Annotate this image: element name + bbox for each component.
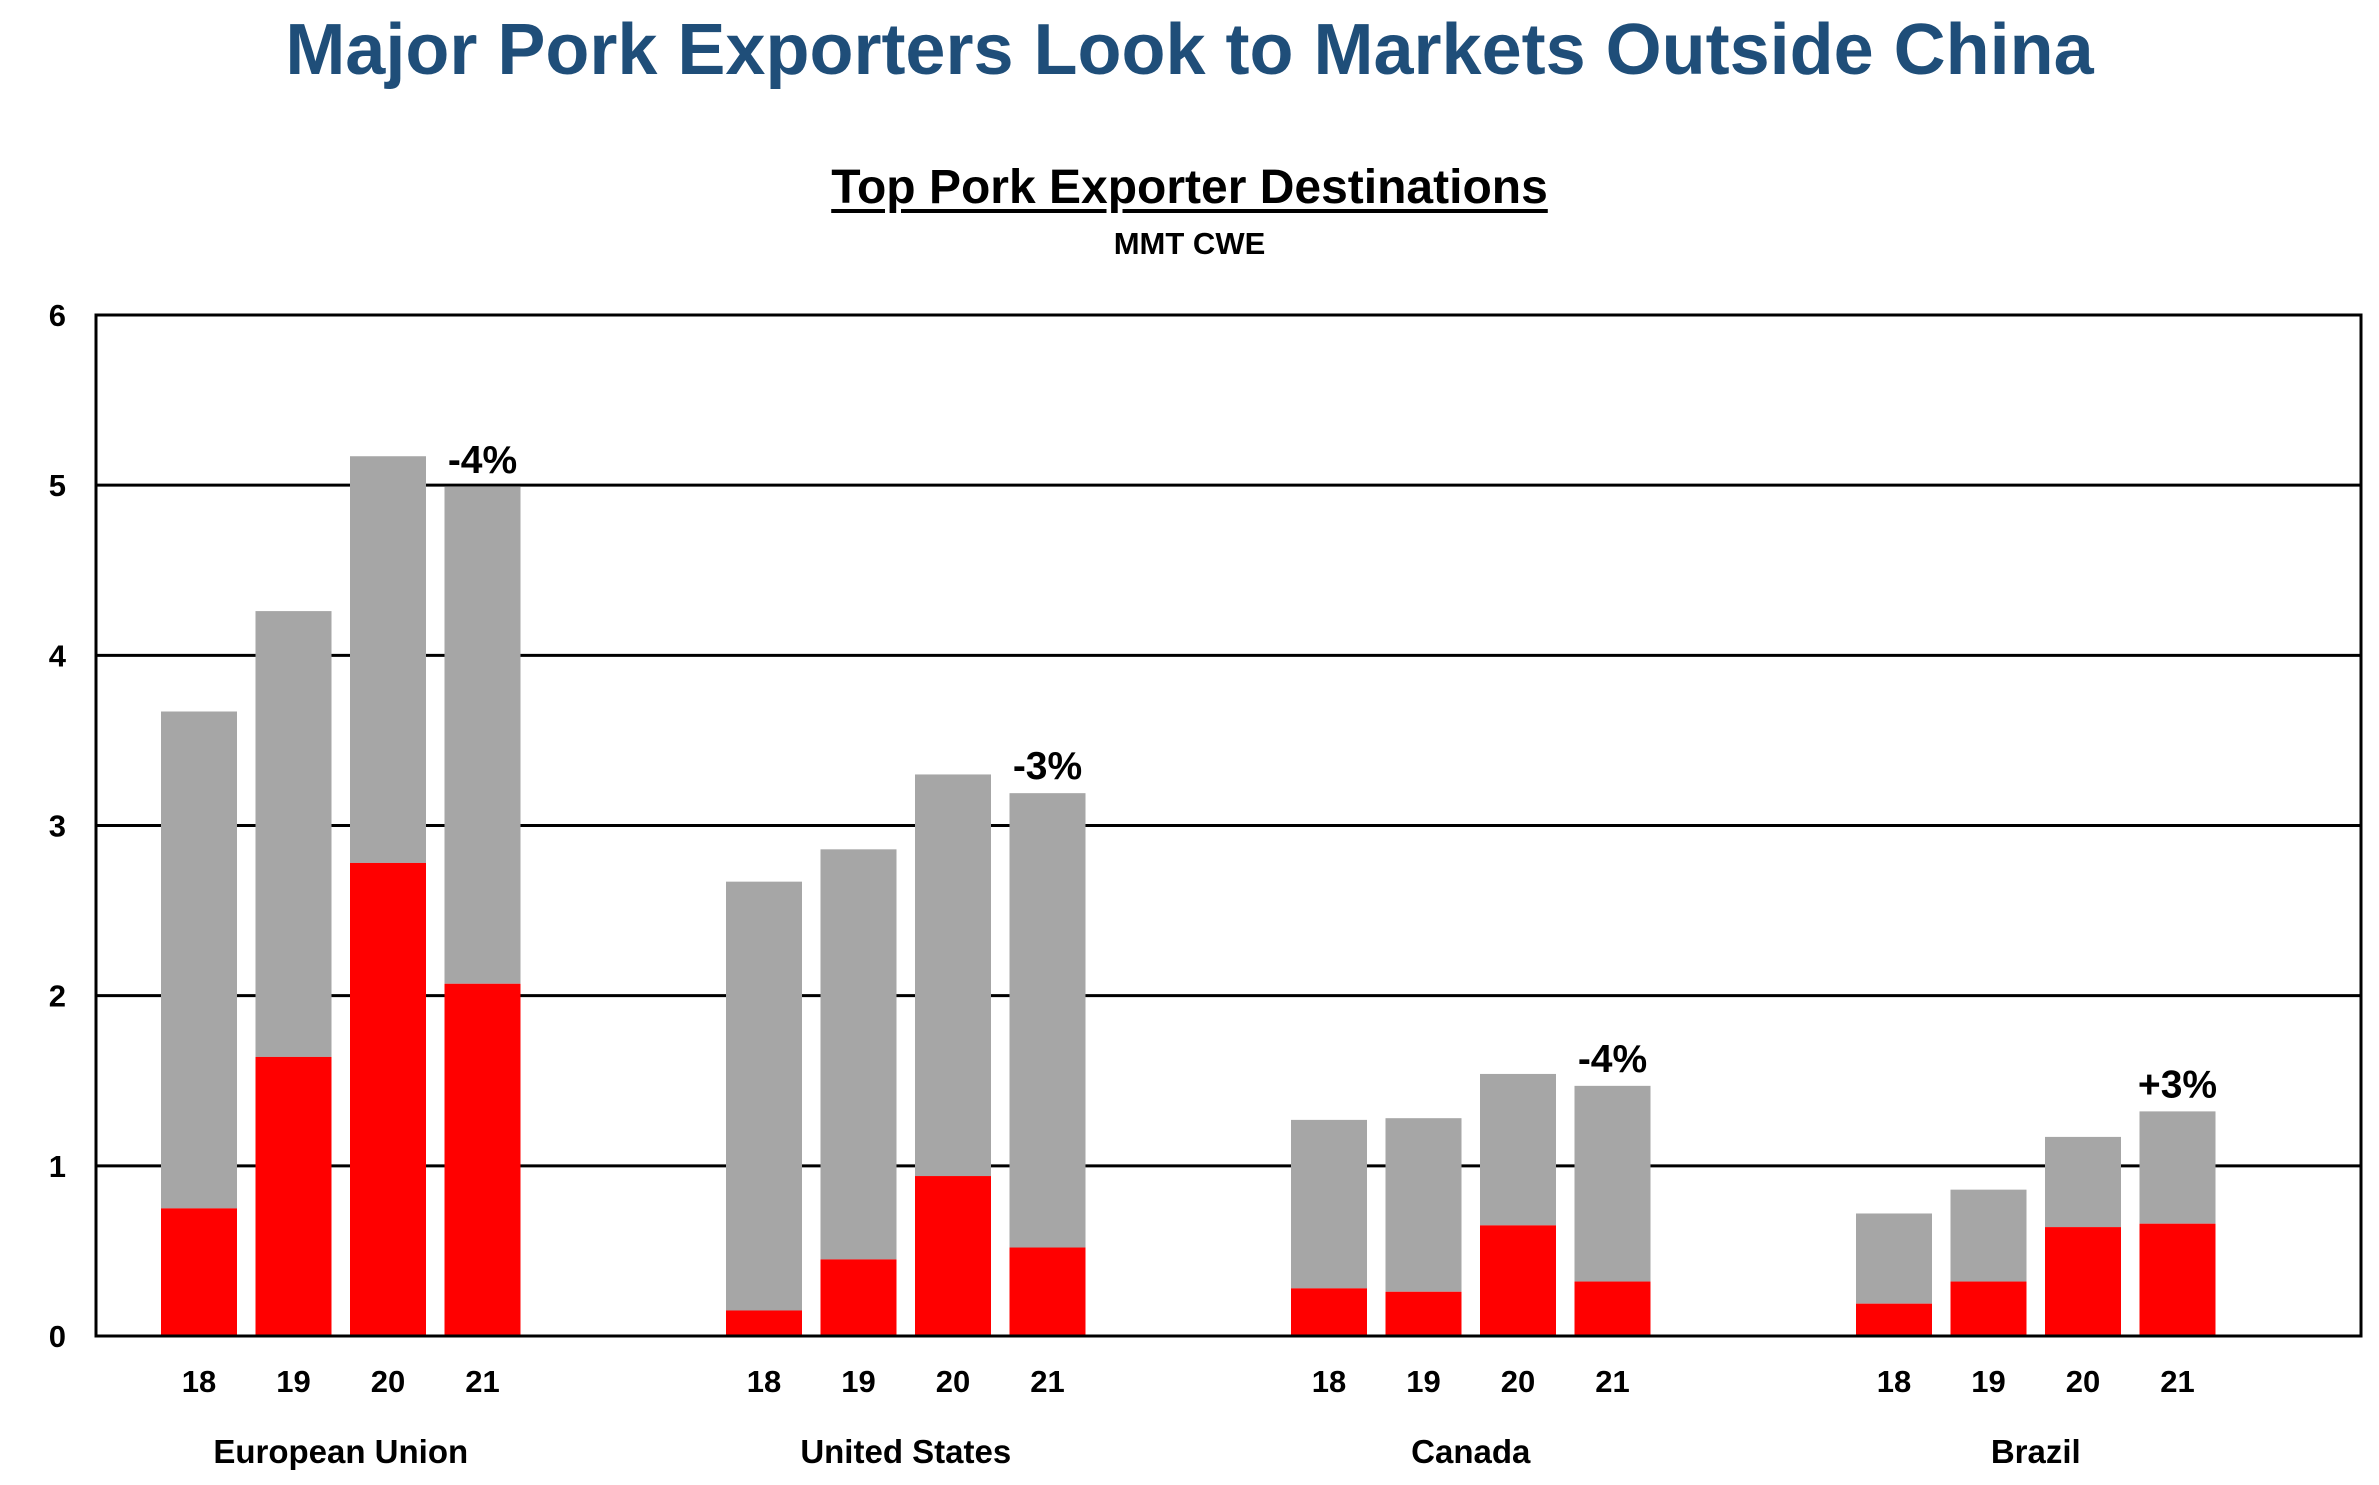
y-tick-label: 2 bbox=[49, 979, 66, 1014]
x-tick-label: 21 bbox=[465, 1364, 499, 1399]
change-annotation: +3% bbox=[2138, 1063, 2217, 1106]
bar-lower bbox=[444, 983, 521, 1336]
x-tick-label: 18 bbox=[747, 1364, 781, 1399]
bar-lower bbox=[2045, 1227, 2121, 1336]
bars bbox=[161, 456, 2216, 1336]
y-tick-label: 3 bbox=[49, 809, 66, 844]
bar-upper bbox=[1856, 1213, 1932, 1304]
change-annotation: -3% bbox=[1013, 745, 1082, 788]
bar-upper bbox=[820, 849, 897, 1260]
x-tick-label: 18 bbox=[1877, 1364, 1911, 1399]
bar-lower bbox=[2139, 1223, 2216, 1336]
y-tick-label: 5 bbox=[49, 468, 66, 503]
bar-lower bbox=[915, 1176, 991, 1336]
x-tick-label: 19 bbox=[1971, 1364, 2005, 1399]
x-tick-label: 21 bbox=[1595, 1364, 1629, 1399]
x-tick-label: 19 bbox=[1406, 1364, 1440, 1399]
bar-lower bbox=[1480, 1225, 1556, 1336]
bar-upper bbox=[2139, 1111, 2216, 1224]
bar-upper bbox=[1480, 1073, 1556, 1226]
change-annotation: -4% bbox=[1578, 1038, 1647, 1081]
bar-lower bbox=[350, 862, 426, 1336]
chart-title: Top Pork Exporter Destinations bbox=[831, 161, 1548, 214]
bar-upper bbox=[350, 456, 426, 863]
bar-lower bbox=[255, 1056, 332, 1336]
y-tick-label: 1 bbox=[49, 1149, 66, 1184]
y-tick-label: 6 bbox=[49, 298, 66, 333]
x-tick-label: 18 bbox=[182, 1364, 216, 1399]
x-tick-label: 21 bbox=[1030, 1364, 1064, 1399]
change-annotation: -4% bbox=[448, 439, 517, 482]
bar-upper bbox=[915, 774, 991, 1177]
group-label: United States bbox=[800, 1433, 1011, 1470]
bar-upper bbox=[2045, 1136, 2121, 1228]
group-label: Canada bbox=[1411, 1433, 1531, 1470]
bar-upper bbox=[1574, 1085, 1651, 1282]
x-tick-label: 19 bbox=[841, 1364, 875, 1399]
x-axis: 18 19 20 21 European Union 18 19 20 21 United Sta… bbox=[182, 1364, 2195, 1470]
y-tick-label: 4 bbox=[49, 638, 67, 673]
x-tick-label: 21 bbox=[2160, 1364, 2194, 1399]
bar-lower bbox=[161, 1208, 237, 1336]
bar-lower bbox=[726, 1310, 802, 1336]
chart-subtitle: MMT CWE bbox=[1113, 226, 1266, 261]
bar-lower bbox=[1291, 1288, 1367, 1336]
bar-upper bbox=[726, 881, 802, 1311]
bar-lower bbox=[820, 1259, 897, 1336]
x-tick-label: 20 bbox=[936, 1364, 970, 1399]
plot-frame bbox=[94, 313, 2363, 1338]
bar-lower bbox=[1385, 1291, 1462, 1336]
bar-upper bbox=[1291, 1119, 1367, 1289]
group-label: Brazil bbox=[1991, 1433, 2081, 1470]
bar-upper bbox=[1950, 1189, 2027, 1282]
bar-upper bbox=[444, 486, 521, 984]
x-tick-label: 18 bbox=[1312, 1364, 1346, 1399]
grid-lines bbox=[96, 483, 2361, 1168]
bar-upper bbox=[1385, 1118, 1462, 1292]
x-tick-label: 20 bbox=[2066, 1364, 2100, 1399]
x-tick-label: 20 bbox=[371, 1364, 405, 1399]
y-tick-label: 0 bbox=[49, 1319, 66, 1354]
bar-lower bbox=[1009, 1247, 1086, 1336]
annotations: -4% -3% -4% +3% bbox=[448, 439, 2217, 1107]
x-tick-label: 20 bbox=[1501, 1364, 1535, 1399]
bar-upper bbox=[161, 711, 237, 1209]
group-label: European Union bbox=[213, 1433, 468, 1470]
bar-lower bbox=[1574, 1281, 1651, 1336]
page-title: Major Pork Exporters Look to Markets Out… bbox=[285, 10, 2094, 90]
x-tick-label: 19 bbox=[276, 1364, 310, 1399]
bar-upper bbox=[255, 611, 332, 1057]
bar-upper bbox=[1009, 793, 1086, 1248]
bar-lower bbox=[1950, 1281, 2027, 1336]
y-axis: 0 1 2 3 4 5 6 bbox=[49, 298, 67, 1354]
bar-lower bbox=[1856, 1303, 1932, 1336]
